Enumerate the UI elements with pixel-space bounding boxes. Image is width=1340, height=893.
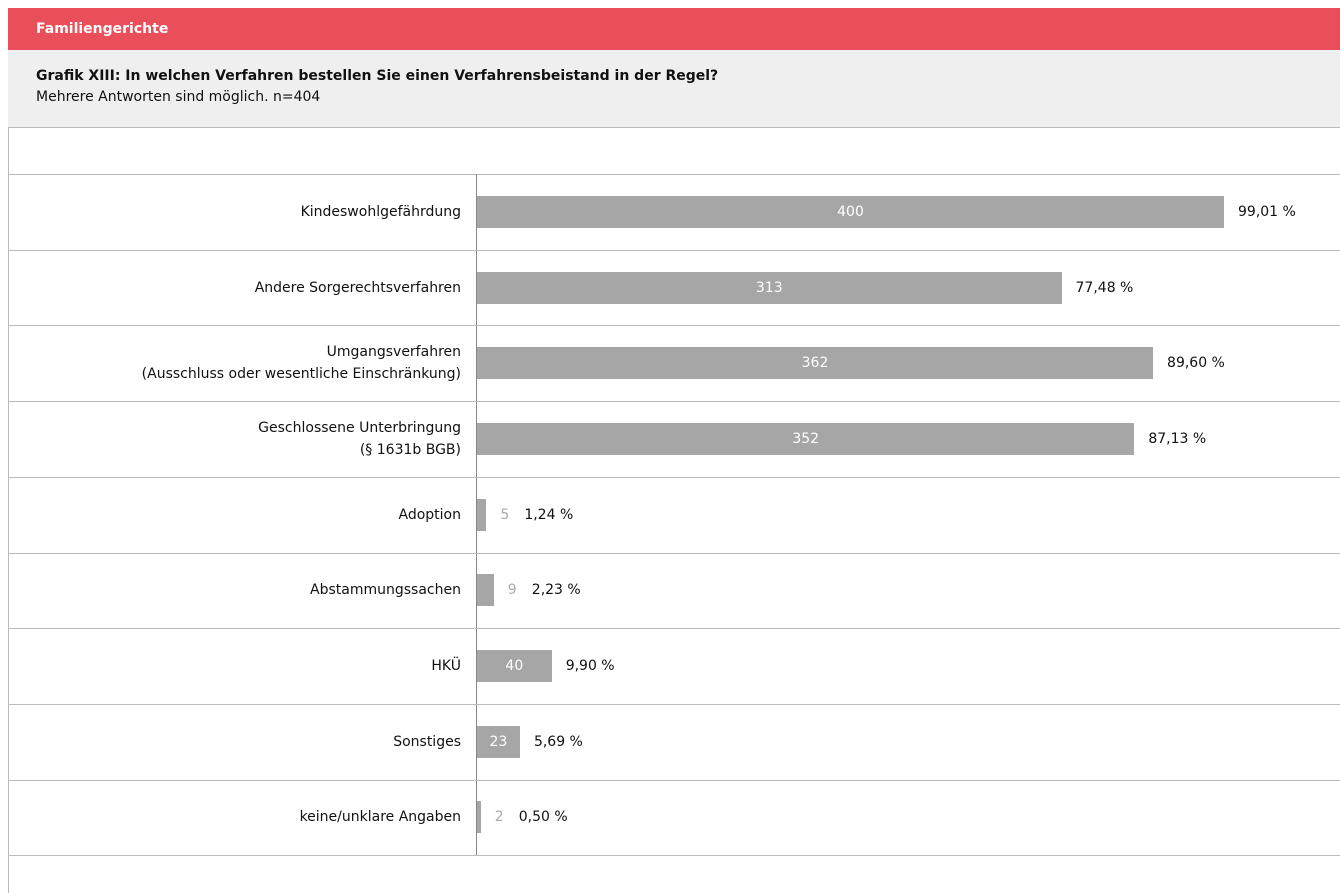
row-line [8,552,1340,554]
count-label: 23 [489,733,508,750]
category-label: Kindeswohlgefährdung [300,203,461,220]
section-header: Familiengerichte [8,8,1340,50]
bar [477,650,552,683]
row-line [8,779,1340,781]
bar [477,347,1154,380]
row-line [8,703,1340,705]
count-label: 352 [792,430,820,447]
percent-label: 5,69 % [533,733,583,750]
category-label: Adoption [398,506,462,523]
row-line [8,476,1340,478]
category-label: keine/unklare Angaben [299,809,461,826]
bar [477,801,481,834]
percent-label: 9,90 % [565,658,615,675]
count-label: 313 [755,279,783,296]
percent-label: 0,50 % [518,809,568,826]
count-label: 40 [505,658,524,675]
chart-title: Grafik XIII: In welchen Verfahren bestel… [36,68,719,84]
percent-label: 77,48 % [1075,279,1134,296]
bar [477,271,1062,304]
category-label: Geschlossene Unterbringung (§ 1631b BGB) [258,419,461,458]
row-line [8,325,1340,327]
bar [477,195,1224,228]
count-label: 2 [494,809,504,826]
row-line [8,174,1340,175]
category-label: HKÜ [431,658,461,675]
frame [8,128,1340,893]
percent-label: 99,01 % [1238,203,1296,220]
category-label: Abstammungssachen [310,582,461,599]
axis-line [476,174,477,855]
bar [477,498,487,531]
count-label: 400 [837,203,864,220]
category-label: Sonstiges [393,733,461,750]
count-label: 362 [801,355,829,372]
row-line [8,628,1340,630]
bar [477,422,1135,455]
percent-label: 1,24 % [524,506,574,523]
category-label: Umgangsverfahren (Ausschluss oder wesent… [141,344,461,383]
category-label: Andere Sorgerechtsverfahren [254,279,461,296]
row-line [8,401,1340,403]
percent-label: 89,60 % [1167,355,1225,372]
bar [477,574,494,607]
count-label: 9 [507,582,517,599]
bar [477,725,520,758]
row-line [8,855,1340,857]
title-box: Grafik XIII: In welchen Verfahren bestel… [8,50,1340,128]
count-label: 5 [500,506,510,523]
row-line [8,249,1340,251]
percent-label: 87,13 % [1148,430,1207,447]
chart-subtitle: Mehrere Antworten sind möglich. n=404 [36,89,321,105]
percent-label: 2,23 % [531,582,581,599]
